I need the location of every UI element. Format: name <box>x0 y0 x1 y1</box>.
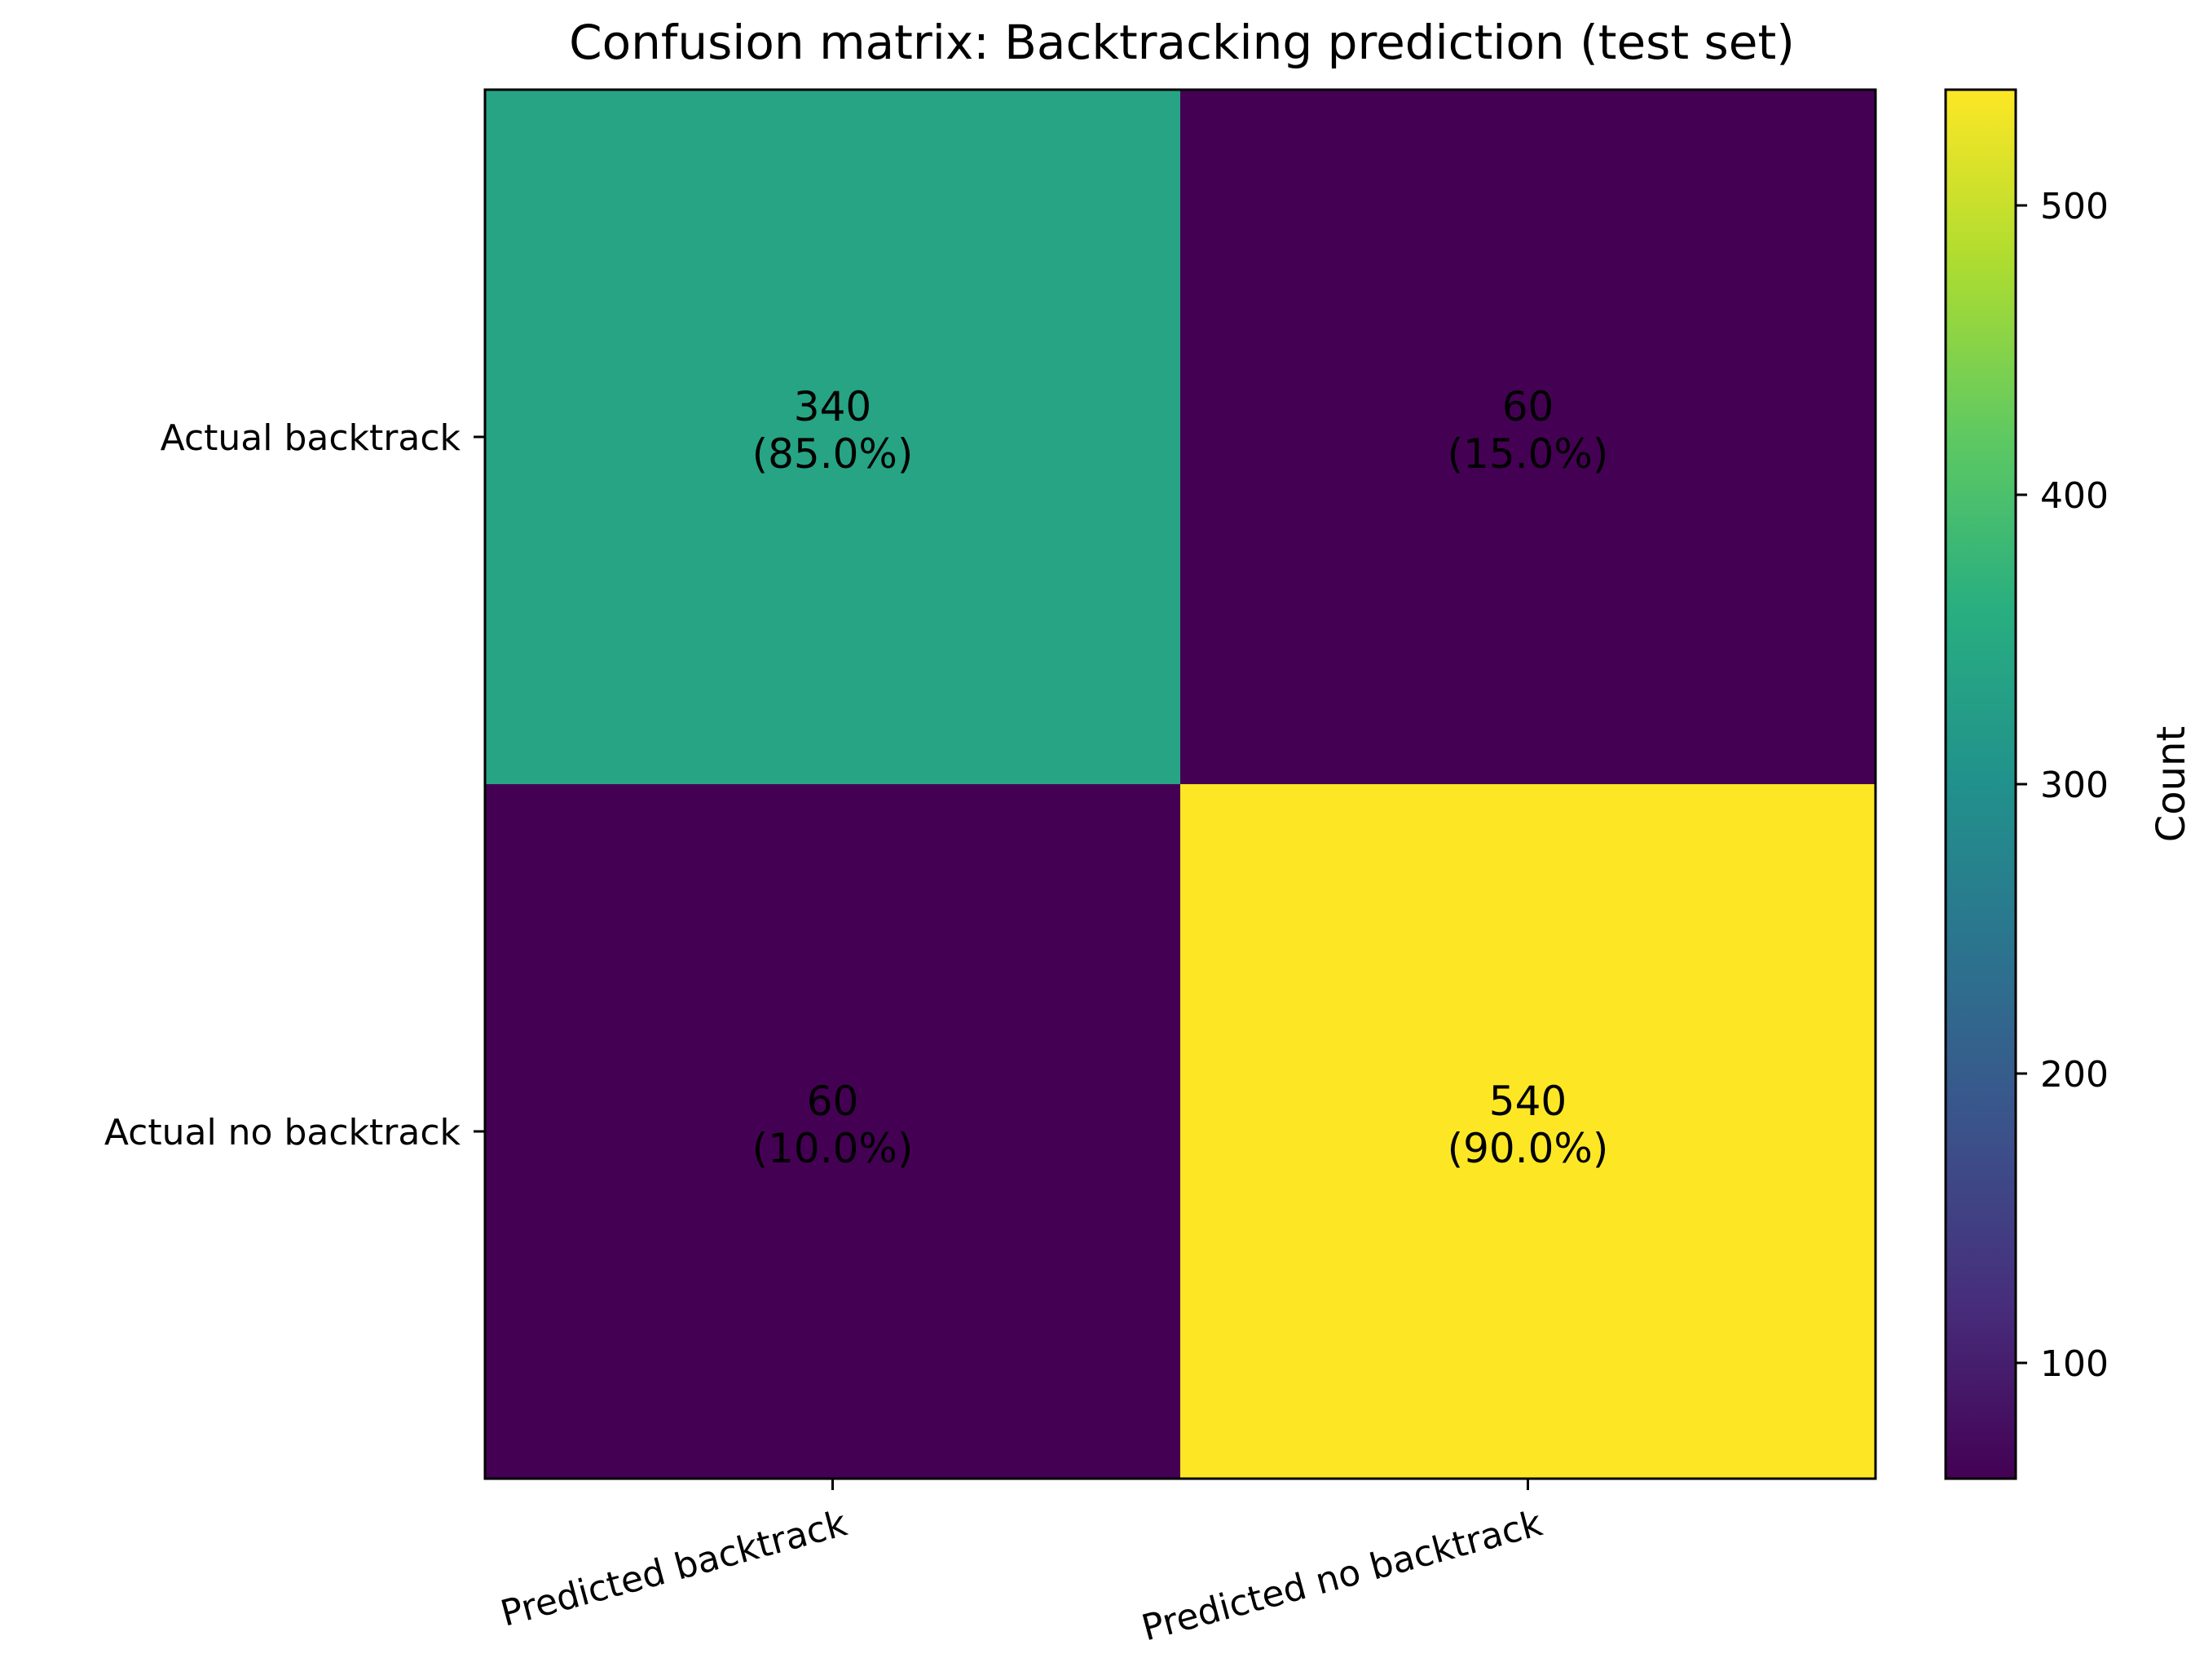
chart-title: Confusion matrix: Backtracking predictio… <box>569 15 1795 70</box>
colorbar <box>1944 88 2017 1480</box>
cell-percent-label: (10.0%) <box>752 1125 914 1172</box>
heatmap-cells <box>485 90 1876 1479</box>
cell-percent-label: (85.0%) <box>752 430 914 478</box>
heatmap-cell-r0-c1 <box>1180 90 1876 785</box>
colorbar-tick-label: 500 <box>2040 186 2109 227</box>
colorbar-tick-label: 400 <box>2040 475 2109 517</box>
cell-percent-label: (90.0%) <box>1448 1125 1609 1172</box>
cell-count-label: 60 <box>807 1078 859 1125</box>
heatmap-cell-r1-c0 <box>485 784 1181 1479</box>
cell-count-label: 60 <box>1502 383 1554 430</box>
colorbar-label: Count <box>2149 726 2194 843</box>
cell-percent-label: (15.0%) <box>1448 430 1609 478</box>
heatmap-cell-r0-c0 <box>485 90 1181 785</box>
colorbar-ticks: 100 200 300 400 500 <box>2016 186 2109 1385</box>
y-tick-label: Actual backtrack <box>161 417 461 459</box>
cell-count-label: 540 <box>1489 1078 1567 1125</box>
colorbar-tick-label: 100 <box>2040 1343 2109 1385</box>
y-axis-ticks: Actual backtrack Actual no backtrack <box>104 417 485 1153</box>
colorbar-tick-label: 200 <box>2040 1054 2109 1096</box>
heatmap-cell-labels: 340(85.0%)60(15.0%)60(10.0%)540(90.0%) <box>752 383 1609 1172</box>
x-tick-label: Predicted no backtrack <box>1138 1502 1547 1649</box>
x-axis-ticks: Predicted backtrack Predicted no backtrac… <box>496 1479 1547 1650</box>
y-tick-label: Actual no backtrack <box>104 1112 461 1153</box>
colorbar-tick-label: 300 <box>2040 765 2109 806</box>
heatmap-cell-r1-c1 <box>1180 784 1876 1479</box>
x-tick-label: Predicted backtrack <box>496 1502 852 1635</box>
cell-count-label: 340 <box>794 383 871 430</box>
plot-frame <box>483 88 1877 1480</box>
